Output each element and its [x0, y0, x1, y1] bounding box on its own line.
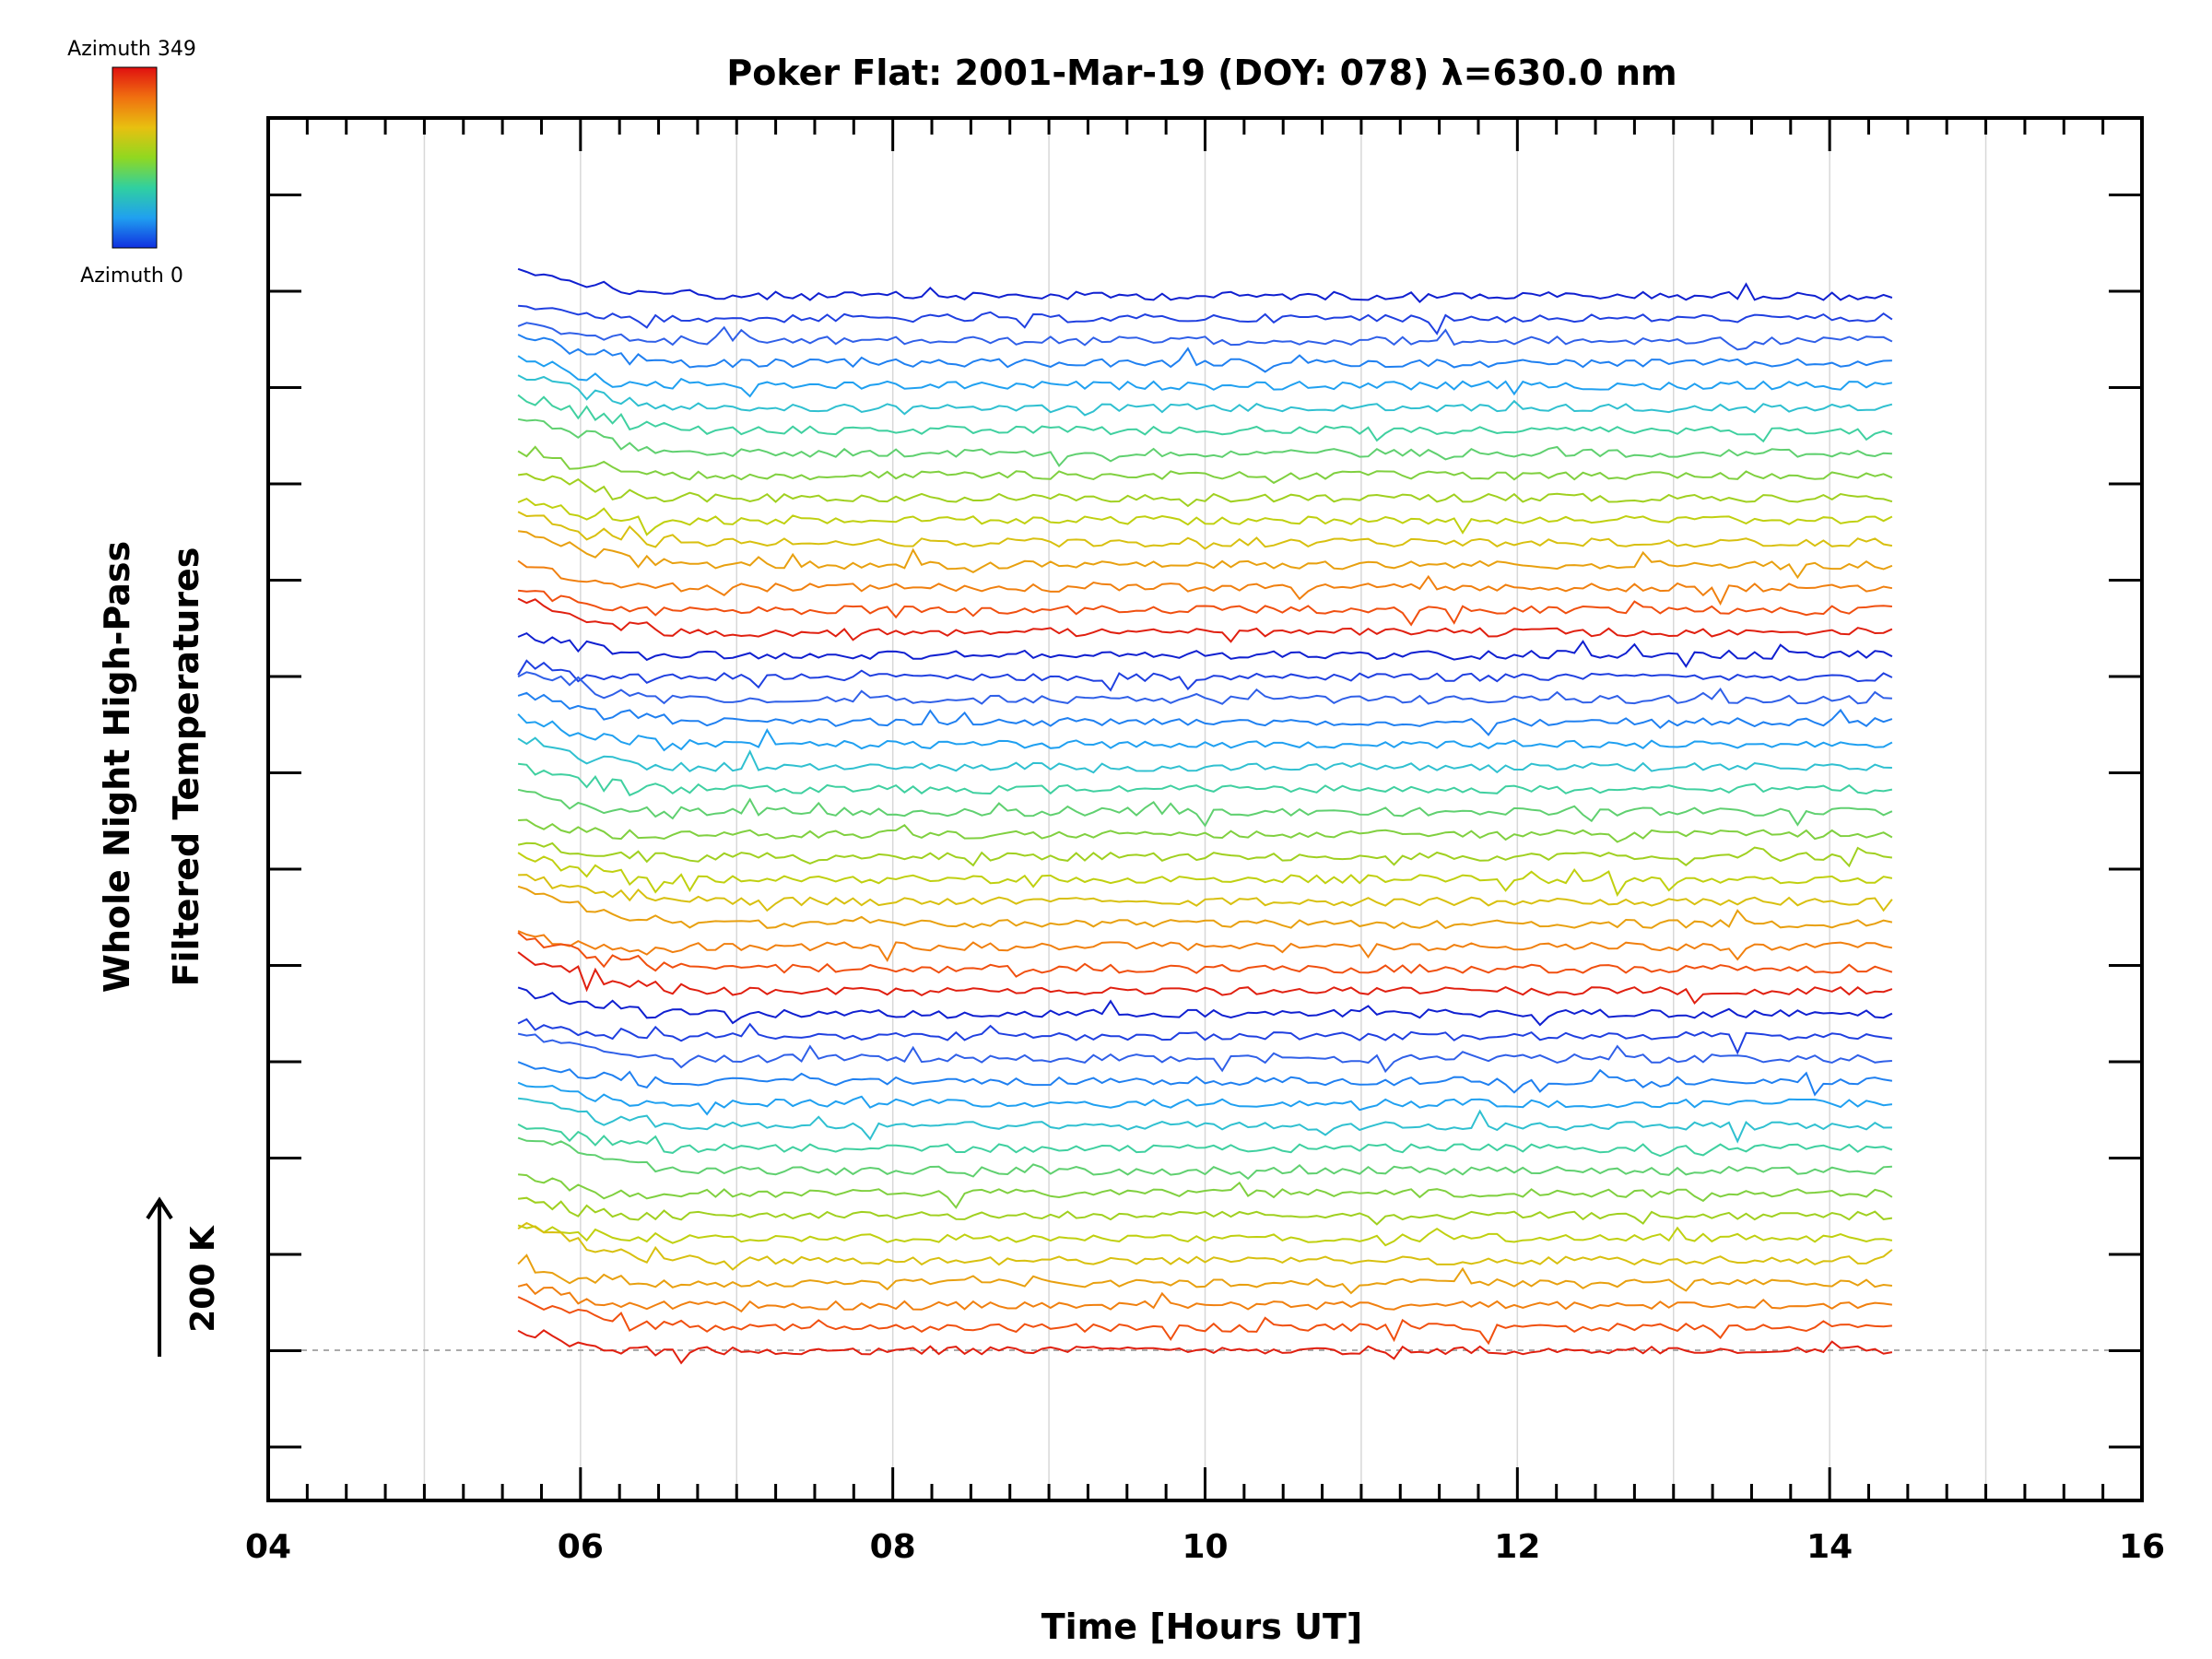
scale-bar-arrowhead [146, 1196, 173, 1220]
trace-line [517, 1224, 1893, 1247]
scale-bar: 200 K [146, 1196, 222, 1357]
chart-title: Poker Flat: 2001-Mar-19 (DOY: 078) λ=630… [726, 53, 1677, 93]
trace-line [517, 841, 1893, 868]
x-tick-label: 10 [1182, 1528, 1228, 1566]
plot-frame [266, 116, 2144, 1502]
trace-line [517, 334, 1892, 373]
ticks [266, 118, 2144, 1500]
trace-line [517, 852, 1893, 898]
trace-line [517, 355, 1893, 398]
trace-line [518, 1173, 1893, 1209]
trace-line [517, 511, 1893, 550]
trace-line [517, 445, 1893, 485]
trace-line [517, 1196, 1893, 1226]
x-tick-label: 12 [1494, 1528, 1540, 1566]
trace-line [517, 1061, 1893, 1097]
trace-line [517, 932, 1893, 978]
trace-line [517, 1253, 1893, 1295]
trace-line [517, 1283, 1893, 1313]
trace-line [517, 671, 1892, 705]
trace-line [517, 597, 1893, 643]
trace-line [517, 1097, 1892, 1144]
trace-line [517, 885, 1893, 930]
trace-line [517, 1018, 1893, 1055]
trace-line [517, 659, 1893, 692]
x-tick-labels: 04 06 08 10 12 14 16 [245, 1528, 2165, 1566]
y-axis-label-line2: Filtered Temperatures [166, 547, 206, 987]
trace-line [517, 559, 1893, 606]
trace-line [517, 1081, 1893, 1116]
x-tick-label: 14 [1806, 1528, 1853, 1566]
trace-line [517, 1296, 1892, 1346]
x-tick-label: 04 [245, 1528, 291, 1566]
trace-line [517, 530, 1893, 580]
x-tick-label: 08 [870, 1528, 916, 1566]
trace-line [517, 473, 1893, 508]
trace-line [517, 1124, 1893, 1158]
trace-line [517, 1136, 1892, 1181]
trace-line [518, 304, 1893, 335]
trace-line [517, 589, 1892, 627]
trace-line [517, 1221, 1893, 1271]
trace-line [517, 930, 1893, 962]
trace-line [517, 713, 1893, 752]
trace-line [517, 951, 1893, 1006]
grid [423, 118, 1987, 1500]
trace-line [517, 691, 1893, 736]
colorbar-label-bottom: Azimuth 0 [80, 265, 183, 288]
scale-bar-label: 200 K [184, 1225, 222, 1333]
trace-line [517, 394, 1893, 443]
trace-line [517, 1032, 1892, 1074]
trace-line [517, 631, 1893, 668]
trace-line [517, 418, 1892, 468]
x-tick-label: 06 [558, 1528, 604, 1566]
colorbar-label-top: Azimuth 349 [67, 38, 196, 61]
x-tick-label: 16 [2119, 1528, 2165, 1566]
trace-line [517, 986, 1893, 1027]
trace-line [517, 788, 1893, 828]
trace-line [517, 374, 1893, 417]
trace-line [518, 874, 1893, 912]
trace-line [517, 497, 1893, 536]
trace-line [517, 762, 1893, 797]
trace-line [517, 322, 1893, 351]
y-axis-label: Whole Night High-Pass Filtered Temperatu… [97, 541, 206, 993]
colorbar: Azimuth 349 Azimuth 0 [67, 38, 196, 288]
trace-line [517, 267, 1893, 304]
trace-line [517, 1329, 1893, 1365]
traces [517, 267, 1893, 1365]
trace-line [518, 818, 1893, 843]
trace-line [517, 736, 1892, 774]
x-axis-label: Time [Hours UT] [1041, 1606, 1363, 1647]
y-axis-label-line1: Whole Night High-Pass [97, 541, 137, 993]
colorbar-swatch [112, 66, 158, 249]
